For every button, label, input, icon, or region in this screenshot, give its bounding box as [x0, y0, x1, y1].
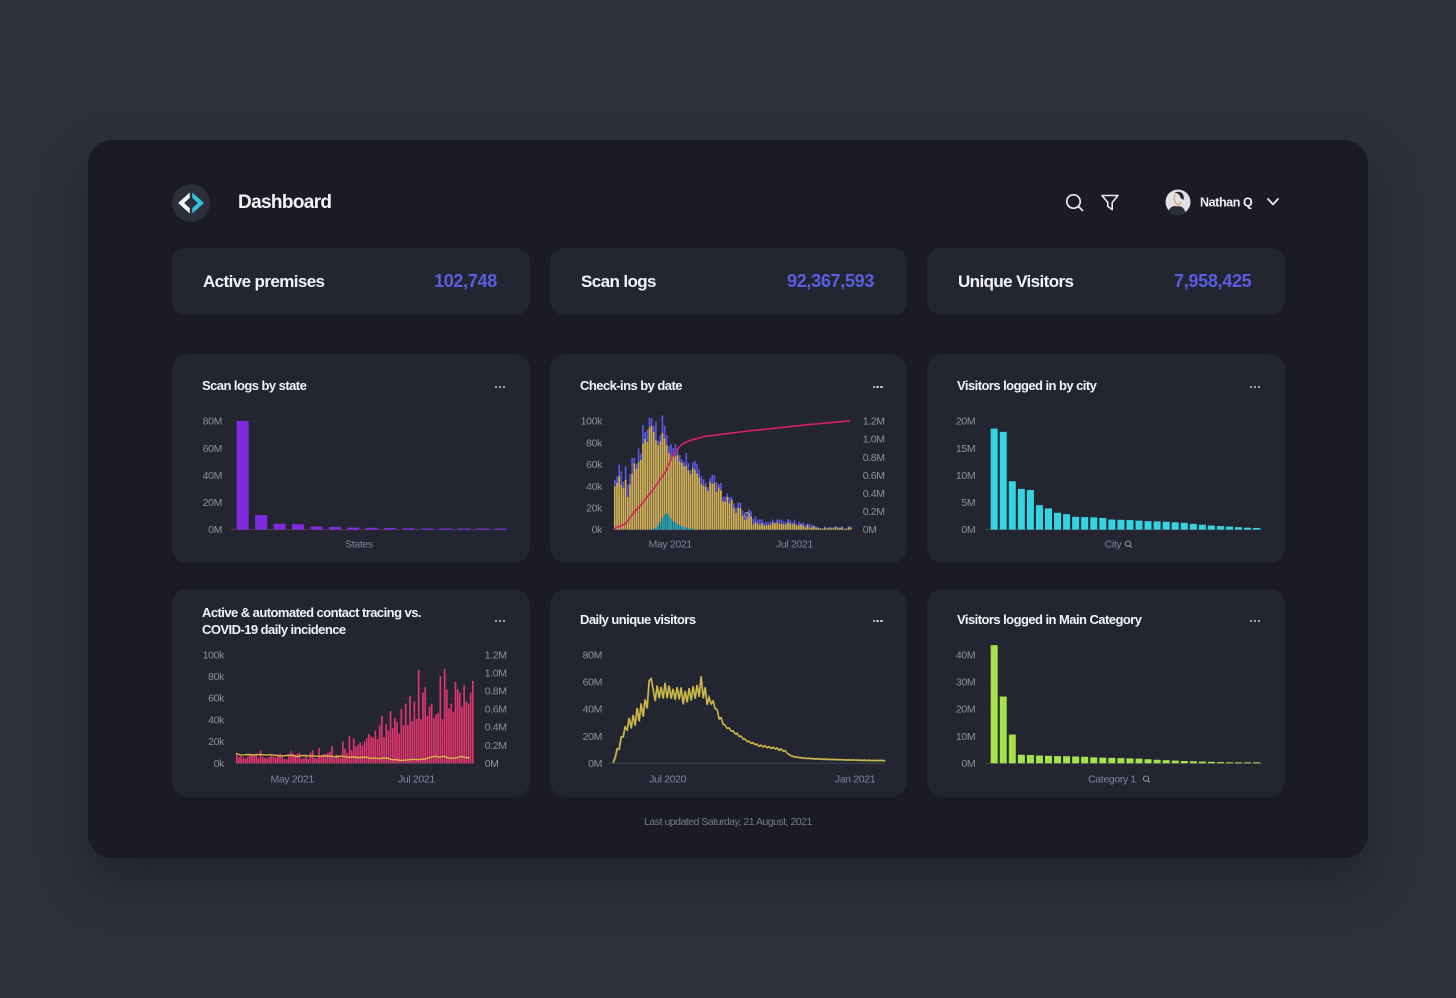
svg-text:20M: 20M	[203, 497, 222, 509]
svg-text:80M: 80M	[582, 649, 601, 661]
svg-text:0M: 0M	[862, 525, 876, 537]
svg-text:0M: 0M	[485, 758, 499, 770]
svg-text:1.0M: 1.0M	[485, 667, 507, 679]
svg-text:20M: 20M	[956, 703, 975, 715]
svg-text:0.2M: 0.2M	[485, 739, 507, 751]
svg-text:60M: 60M	[582, 676, 601, 688]
svg-text:40k: 40k	[208, 714, 225, 726]
svg-text:40k: 40k	[586, 481, 603, 493]
svg-text:Jul 2021: Jul 2021	[398, 773, 435, 785]
svg-text:20k: 20k	[208, 736, 225, 748]
svg-text:1.0M: 1.0M	[862, 434, 884, 446]
svg-text:0.2M: 0.2M	[862, 506, 884, 518]
svg-text:Category 1: Category 1	[1088, 773, 1136, 785]
svg-text:0M: 0M	[961, 525, 975, 537]
svg-text:0M: 0M	[961, 758, 975, 770]
svg-text:0.6M: 0.6M	[485, 703, 507, 715]
svg-text:100k: 100k	[203, 649, 225, 661]
svg-text:80M: 80M	[203, 416, 222, 428]
svg-text:May 2021: May 2021	[271, 773, 315, 785]
svg-text:10M: 10M	[956, 470, 975, 482]
svg-text:1.2M: 1.2M	[485, 649, 507, 661]
svg-text:May 2021: May 2021	[648, 539, 692, 551]
svg-text:80k: 80k	[586, 438, 603, 450]
svg-text:20M: 20M	[582, 730, 601, 742]
svg-text:0M: 0M	[588, 758, 602, 770]
svg-text:Jul 2021: Jul 2021	[775, 539, 812, 551]
svg-text:60M: 60M	[203, 443, 222, 455]
svg-text:20M: 20M	[956, 416, 975, 428]
svg-text:Jul 2020: Jul 2020	[649, 773, 686, 785]
svg-text:1.2M: 1.2M	[862, 416, 884, 428]
svg-text:0.4M: 0.4M	[862, 488, 884, 500]
svg-text:40M: 40M	[582, 703, 601, 715]
svg-text:60k: 60k	[586, 459, 603, 471]
svg-text:0.8M: 0.8M	[862, 452, 884, 464]
svg-text:5M: 5M	[961, 497, 975, 509]
svg-text:30M: 30M	[956, 676, 975, 688]
svg-text:10M: 10M	[956, 730, 975, 742]
svg-text:40M: 40M	[203, 470, 222, 482]
svg-text:20k: 20k	[586, 503, 603, 515]
svg-text:40M: 40M	[956, 649, 975, 661]
svg-text:0k: 0k	[214, 758, 225, 770]
svg-text:100k: 100k	[580, 416, 602, 428]
svg-text:Nathan Q: Nathan Q	[1200, 196, 1253, 210]
svg-text:0.6M: 0.6M	[862, 470, 884, 482]
svg-text:Jan 2021: Jan 2021	[834, 773, 875, 785]
svg-text:0k: 0k	[591, 525, 602, 537]
svg-text:City: City	[1105, 539, 1123, 551]
svg-text:0M: 0M	[208, 525, 222, 537]
svg-text:0.8M: 0.8M	[485, 685, 507, 697]
svg-text:80k: 80k	[208, 671, 225, 683]
svg-text:States: States	[345, 539, 373, 551]
svg-text:0.4M: 0.4M	[485, 721, 507, 733]
svg-text:15M: 15M	[956, 443, 975, 455]
svg-text:60k: 60k	[208, 692, 225, 704]
